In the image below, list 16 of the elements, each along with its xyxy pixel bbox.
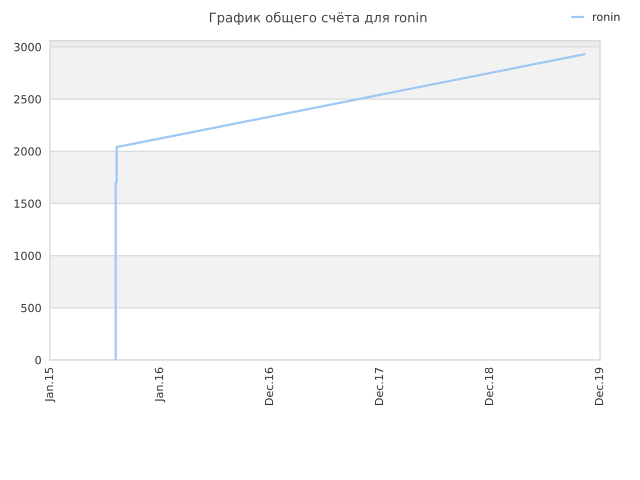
line-series <box>114 53 586 360</box>
x-tick-label: Jan.16 <box>154 368 166 402</box>
legend-label: ronin <box>593 12 620 21</box>
y-tick-label: 1000 <box>14 252 41 260</box>
x-tick-label: Jan.15 <box>44 368 56 402</box>
x-tick-label: Dec.17 <box>374 368 384 406</box>
y-tick-label: 2500 <box>14 95 41 104</box>
x-tick-label: Dec.16 <box>264 368 274 406</box>
x-tick-label: Dec.19 <box>594 368 604 406</box>
y-tick-label: 2000 <box>14 147 41 156</box>
y-tick-label: 0 <box>35 356 41 364</box>
y-tick-label: 3000 <box>14 42 41 52</box>
x-tick-label: Dec.18 <box>484 368 494 406</box>
y-tick-label: 500 <box>21 304 41 312</box>
chart-title: График общего счёта для ronin <box>210 12 426 25</box>
y-tick-label: 1500 <box>14 199 41 208</box>
